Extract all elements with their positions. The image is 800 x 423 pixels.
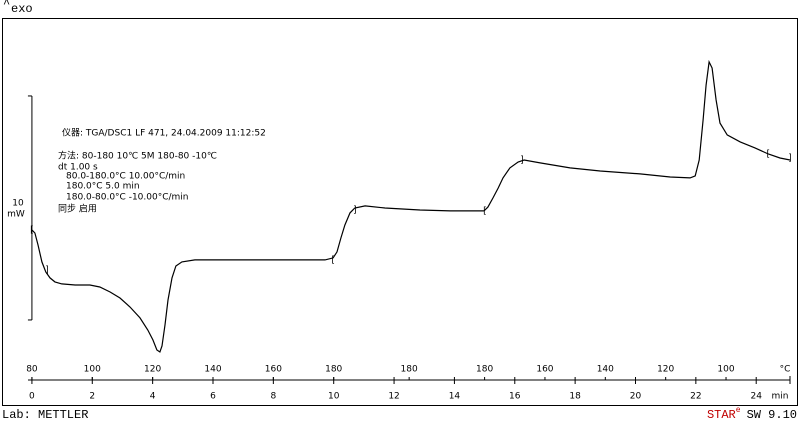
curve [31,59,791,353]
info-line: 180.0-80.0°C -10.00°C/min [66,193,189,203]
x-tick-label: 22 [690,392,701,402]
limit-marker: ] [788,154,792,164]
x2-tick-label: 100 [84,365,101,375]
x2-tick-label: 160 [536,365,553,375]
x-tick-label: 8 [270,392,276,402]
x-tick-label: 12 [388,392,399,402]
x-tick-label: 10 [328,392,340,402]
x2-tick-label: 120 [657,365,674,375]
limit-marker: [ [30,225,34,235]
info-line: dt 1.00 s [58,163,98,173]
x2-tick-label: 180 [476,365,493,375]
x2-tick-label: 160 [265,365,282,375]
x-tick-label: 18 [569,392,581,402]
info-line: 同步 启用 [58,203,97,215]
x2-tick-label: 120 [144,365,161,375]
x2-unit: °C [780,365,791,375]
frame [2,18,798,406]
x2-tick-label: 180 [325,365,342,375]
x-tick-label: 14 [449,392,461,402]
x-tick-label: 6 [210,392,216,402]
info-line: 方法: 80-180 10℃ 5M 180-80 -10℃ [58,150,217,162]
scale-bar-unit: mW [7,209,25,219]
exo-arrow: ^ [3,0,10,11]
brand-sup: e [736,406,741,415]
x-unit: min [772,392,789,402]
footer-software: STARe SW 9.10 [707,406,797,422]
exo-label: exo [11,2,33,16]
x2-tick-label: 180 [401,365,418,375]
limit-marker: [ [483,206,487,216]
x2-tick-label: 100 [717,365,734,375]
x2-tick-label: 140 [597,365,614,375]
x-tick-label: 0 [29,392,35,402]
limit-marker: [ [767,149,771,159]
limit-marker: ] [45,266,49,276]
x-tick-label: 4 [150,392,156,402]
version: SW 9.10 [747,408,797,422]
info-line: 仪器: TGA/DSC1 LF 471, 24.04.2009 11:12:52 [62,128,266,139]
x2-tick-label: 140 [204,365,221,375]
x-tick-label: 20 [630,392,642,402]
scale-bar-value: 10 [12,198,24,208]
info-line: 80.0-180.0°C 10.00°C/min [66,172,185,182]
brand: STAR [707,408,736,422]
limit-marker: ] [353,205,357,215]
x-tick-label: 24 [750,392,762,402]
limit-marker: [ [331,255,335,265]
footer-lab: Lab: METTLER [2,408,88,422]
x2-tick-label: 80 [26,365,38,375]
limit-marker: ] [520,156,524,166]
x-tick-label: 2 [89,392,95,402]
info-line: 180.0°C 5.0 min [66,182,140,192]
x-tick-label: 16 [509,392,521,402]
